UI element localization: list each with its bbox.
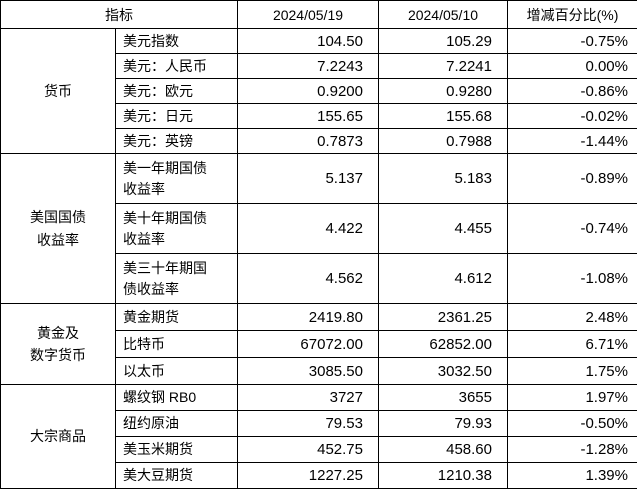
- change-cell: -0.89%: [507, 153, 637, 204]
- table-row: 美元：日元 155.65 155.68 -0.02%: [1, 103, 637, 129]
- group-cell-commodities: 大宗商品: [0, 384, 116, 489]
- value-current-cell: 5.137: [237, 153, 379, 204]
- value-current-cell: 0.9200: [237, 78, 379, 104]
- change-cell: -1.08%: [507, 253, 637, 304]
- value-current-cell: 1227.25: [237, 462, 379, 489]
- value-previous-cell: 7.2241: [378, 53, 508, 79]
- indicator-cell: 美一年期国债 收益率: [115, 153, 238, 204]
- value-previous-cell: 1210.38: [378, 462, 508, 489]
- header-row: 指标 2024/05/19 2024/05/10 增减百分比(%): [0, 0, 637, 29]
- table-row: 美元：人民币 7.2243 7.2241 0.00%: [1, 53, 637, 79]
- change-cell: 2.48%: [507, 303, 637, 331]
- change-cell: -1.44%: [507, 128, 637, 154]
- indicator-cell: 美元：英镑: [115, 128, 238, 154]
- group-cell-us-treasury-yield: 美国国债 收益率: [0, 153, 116, 304]
- change-cell: -0.86%: [507, 78, 637, 104]
- table-row: 美国国债 收益率 美一年期国债 收益率 5.137 5.183 -0.89%: [0, 153, 637, 304]
- table-row: 纽约原油 79.53 79.93 -0.50%: [1, 410, 637, 437]
- indicator-cell: 美元：日元: [115, 103, 238, 129]
- table-row: 大宗商品 螺纹钢 RB0 3727 3655 1.97%: [0, 384, 637, 489]
- value-current-cell: 3085.50: [237, 357, 379, 385]
- value-current-cell: 4.562: [237, 253, 379, 304]
- table-row: 美玉米期货 452.75 458.60 -1.28%: [1, 436, 637, 463]
- change-cell: -0.50%: [507, 410, 637, 437]
- value-previous-cell: 3032.50: [378, 357, 508, 385]
- value-previous-cell: 458.60: [378, 436, 508, 463]
- table-row: 美元：英镑 0.7873 0.7988 -1.44%: [1, 128, 637, 154]
- value-previous-cell: 62852.00: [378, 330, 508, 358]
- indicator-cell: 美元：欧元: [115, 78, 238, 104]
- change-cell: -0.75%: [507, 28, 637, 54]
- table-row: 以太币 3085.50 3032.50 1.75%: [1, 357, 637, 385]
- table-row: 美大豆期货 1227.25 1210.38 1.39%: [1, 462, 637, 489]
- group-cell-gold-and-crypto: 黄金及 数字货币: [0, 303, 116, 385]
- indicator-cell: 美玉米期货: [115, 436, 238, 463]
- group-cell-currency: 货币: [0, 28, 116, 154]
- value-previous-cell: 4.455: [378, 203, 508, 254]
- value-current-cell: 0.7873: [237, 128, 379, 154]
- indicator-cell: 黄金期货: [115, 303, 238, 331]
- value-current-cell: 2419.80: [237, 303, 379, 331]
- indicator-cell: 螺纹钢 RB0: [115, 384, 238, 411]
- indicator-cell: 美三十年期国 债收益率: [115, 253, 238, 304]
- value-previous-cell: 3655: [378, 384, 508, 411]
- value-current-cell: 67072.00: [237, 330, 379, 358]
- change-cell: -0.02%: [507, 103, 637, 129]
- value-previous-cell: 0.9280: [378, 78, 508, 104]
- change-cell: 1.97%: [507, 384, 637, 411]
- indicator-cell: 美大豆期货: [115, 462, 238, 489]
- value-previous-cell: 79.93: [378, 410, 508, 437]
- indicator-cell: 美元指数: [115, 28, 238, 54]
- value-current-cell: 7.2243: [237, 53, 379, 79]
- header-change-percent: 增减百分比(%): [507, 0, 637, 29]
- change-cell: 1.39%: [507, 462, 637, 489]
- change-cell: 0.00%: [507, 53, 637, 79]
- value-current-cell: 4.422: [237, 203, 379, 254]
- value-previous-cell: 2361.25: [378, 303, 508, 331]
- value-current-cell: 104.50: [237, 28, 379, 54]
- value-current-cell: 3727: [237, 384, 379, 411]
- indicator-cell: 比特币: [115, 330, 238, 358]
- change-cell: -1.28%: [507, 436, 637, 463]
- value-current-cell: 452.75: [237, 436, 379, 463]
- value-previous-cell: 5.183: [378, 153, 508, 204]
- header-date-current: 2024/05/19: [237, 0, 379, 29]
- change-cell: 1.75%: [507, 357, 637, 385]
- indicator-cell: 以太币: [115, 357, 238, 385]
- indicator-cell: 美元：人民币: [115, 53, 238, 79]
- table-row: 美十年期国债 收益率 4.422 4.455 -0.74%: [1, 203, 637, 254]
- value-previous-cell: 4.612: [378, 253, 508, 304]
- change-cell: 6.71%: [507, 330, 637, 358]
- table-row: 黄金及 数字货币 黄金期货 2419.80 2361.25 2.48%: [0, 303, 637, 385]
- indicator-cell: 纽约原油: [115, 410, 238, 437]
- value-current-cell: 79.53: [237, 410, 379, 437]
- table-row: 货币 美元指数 104.50 105.29 -0.75%: [0, 28, 637, 154]
- header-date-previous: 2024/05/10: [378, 0, 508, 29]
- table-row: 美元：欧元 0.9200 0.9280 -0.86%: [1, 78, 637, 104]
- change-cell: -0.74%: [507, 203, 637, 254]
- value-previous-cell: 105.29: [378, 28, 508, 54]
- value-current-cell: 155.65: [237, 103, 379, 129]
- value-previous-cell: 0.7988: [378, 128, 508, 154]
- indicator-cell: 美十年期国债 收益率: [115, 203, 238, 254]
- header-indicator: 指标: [0, 0, 238, 29]
- value-previous-cell: 155.68: [378, 103, 508, 129]
- table-row: 比特币 67072.00 62852.00 6.71%: [1, 330, 637, 358]
